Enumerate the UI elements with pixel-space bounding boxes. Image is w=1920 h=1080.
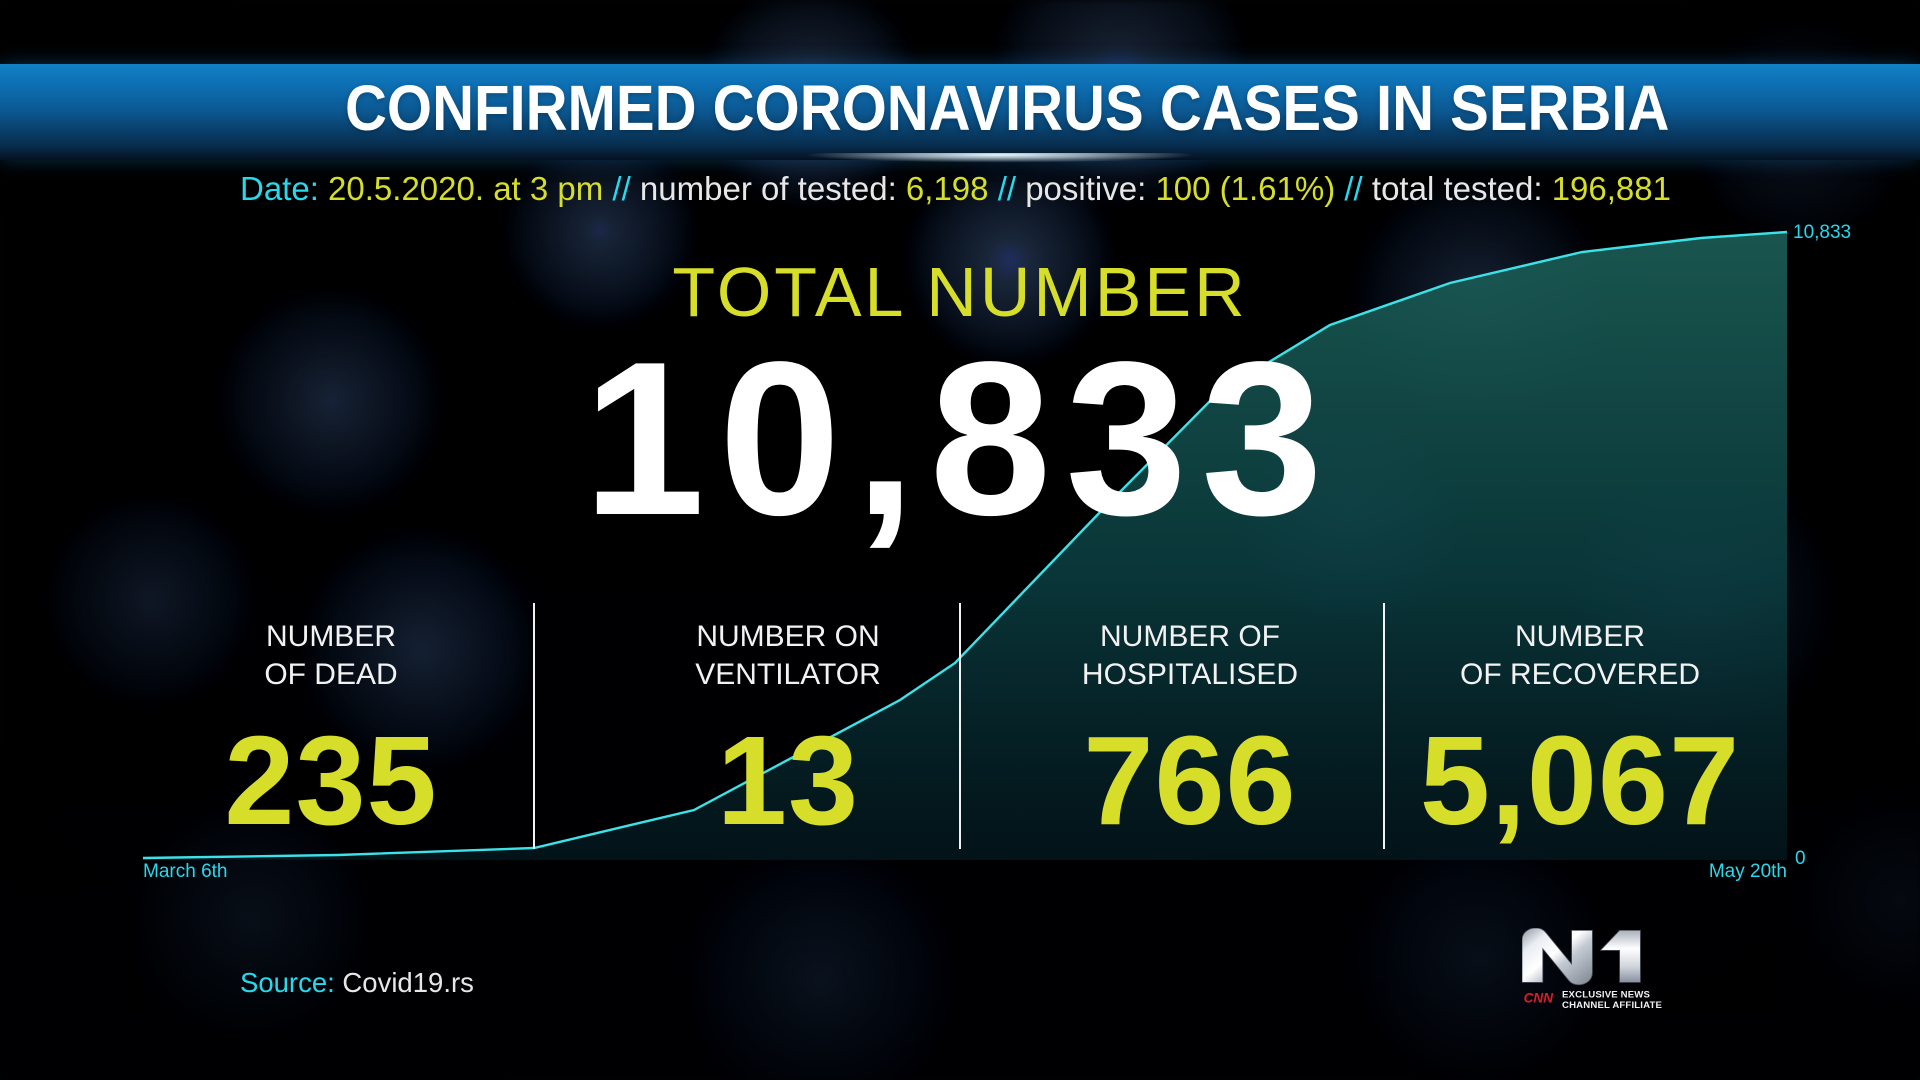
svg-text:CHANNEL AFFILIATE: CHANNEL AFFILIATE <box>1562 1000 1663 1008</box>
svg-text:CNN: CNN <box>1524 990 1555 1005</box>
svg-text:EXCLUSIVE NEWS: EXCLUSIVE NEWS <box>1562 990 1651 1001</box>
